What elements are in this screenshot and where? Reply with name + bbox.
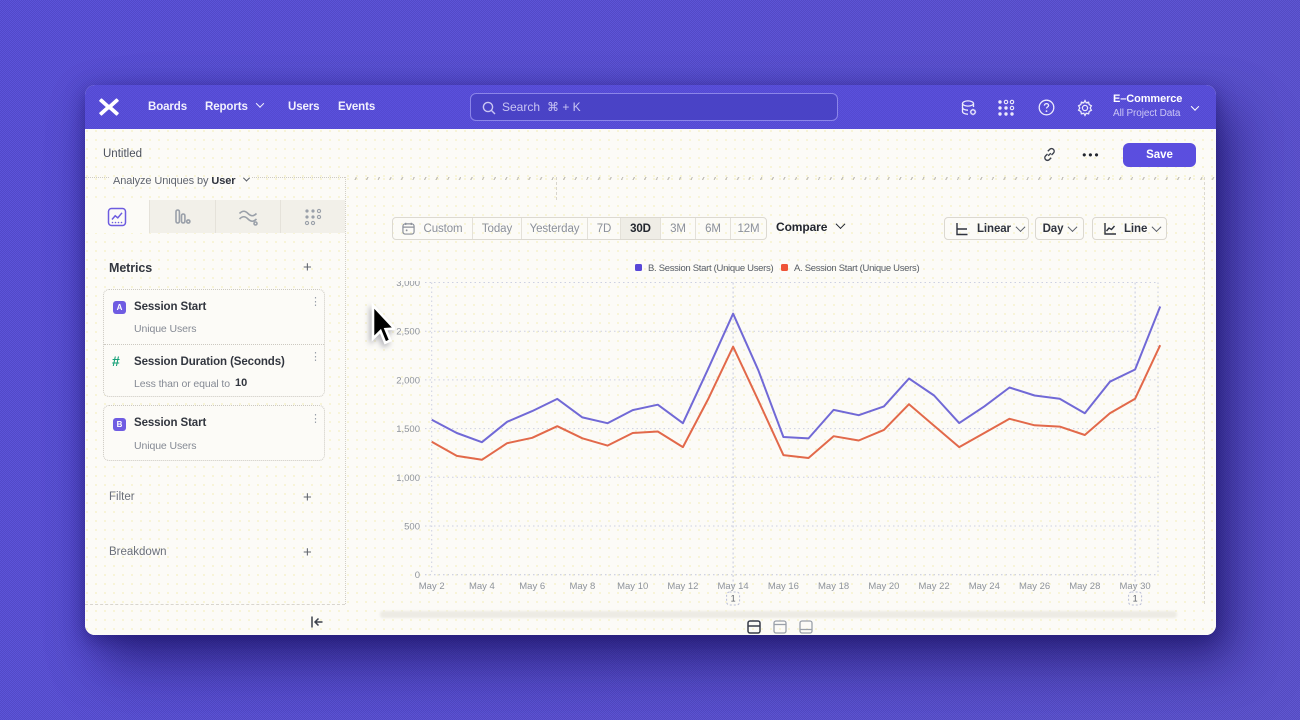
- svg-text:May 26: May 26: [1019, 581, 1050, 592]
- svg-text:May 14: May 14: [718, 581, 749, 592]
- svg-text:May 18: May 18: [818, 581, 849, 592]
- svg-text:May 8: May 8: [569, 581, 595, 592]
- svg-text:1: 1: [1133, 594, 1138, 604]
- svg-text:May 12: May 12: [667, 581, 698, 592]
- svg-text:500: 500: [404, 522, 420, 533]
- svg-text:May 6: May 6: [519, 581, 545, 592]
- svg-text:May 2: May 2: [419, 581, 445, 592]
- svg-text:May 22: May 22: [919, 581, 950, 592]
- svg-text:May 4: May 4: [469, 581, 495, 592]
- svg-text:1,500: 1,500: [396, 424, 420, 435]
- svg-text:1: 1: [731, 594, 736, 604]
- svg-text:May 16: May 16: [768, 581, 799, 592]
- svg-text:May 10: May 10: [617, 581, 648, 592]
- svg-text:May 20: May 20: [868, 581, 899, 592]
- svg-text:May 24: May 24: [969, 581, 1000, 592]
- svg-text:2,000: 2,000: [396, 375, 420, 386]
- svg-text:3,000: 3,000: [396, 281, 420, 289]
- svg-text:May 28: May 28: [1069, 581, 1100, 592]
- svg-text:2,500: 2,500: [396, 327, 420, 338]
- svg-text:0: 0: [415, 570, 420, 581]
- svg-text:1,000: 1,000: [396, 473, 420, 484]
- svg-text:May 30: May 30: [1120, 581, 1151, 592]
